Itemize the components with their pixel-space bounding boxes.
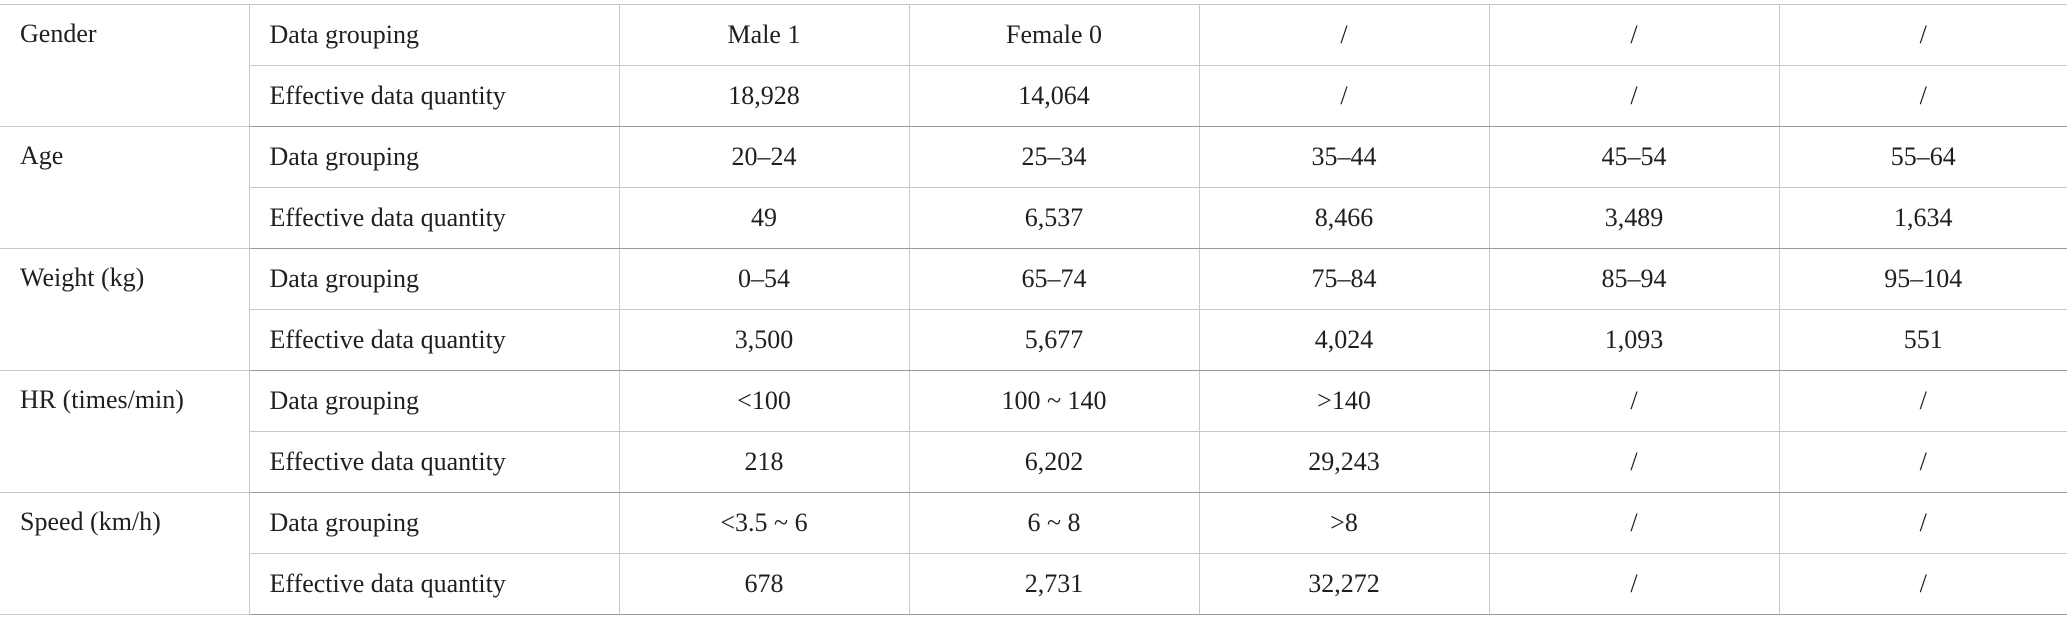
quantity-cell: 4,024 [1198,309,1490,371]
grouping-cell: 45–54 [1488,126,1780,188]
table-row: Effective data quantity 218 6,202 29,243… [0,431,2067,493]
quantity-cell: / [1778,431,2067,493]
quantity-cell: 29,243 [1198,431,1490,493]
grouping-cell: 25–34 [908,126,1200,188]
grouping-cell: / [1778,4,2067,66]
row-label: Data grouping [248,492,620,554]
grouping-cell: <3.5 ~ 6 [618,492,910,554]
quantity-cell: / [1778,553,2067,615]
grouping-cell: 20–24 [618,126,910,188]
grouping-cell: <100 [618,370,910,432]
grouping-cell: Female 0 [908,4,1200,66]
row-label: Data grouping [248,4,620,66]
quantity-cell: 8,466 [1198,187,1490,249]
grouping-cell: >140 [1198,370,1490,432]
grouping-cell: 65–74 [908,248,1200,310]
grouping-cell: / [1778,492,2067,554]
row-label: Effective data quantity [249,309,620,371]
table-row: Effective data quantity 49 6,537 8,466 3… [0,187,2067,249]
row-label: Data grouping [248,126,620,188]
quantity-cell: 32,272 [1198,553,1490,615]
quantity-cell: / [1488,553,1780,615]
category-cell: Speed (km/h) [0,492,250,615]
grouping-cell: / [1488,4,1780,66]
grouping-cell: >8 [1198,492,1490,554]
table-row: Age Data grouping 20–24 25–34 35–44 45–5… [0,126,2067,249]
data-distribution-table: Gender Data grouping Male 1 Female 0 / /… [0,4,2067,615]
grouping-cell: 95–104 [1778,248,2067,310]
quantity-cell: 678 [618,553,910,615]
grouping-cell: 6 ~ 8 [908,492,1200,554]
quantity-cell: 1,093 [1488,309,1780,371]
row-label: Effective data quantity [249,431,620,493]
table-row: Gender Data grouping Male 1 Female 0 / /… [0,4,2067,127]
table-row: Weight (kg) Data grouping 0–54 65–74 75–… [0,248,2067,371]
data-table-container: Gender Data grouping Male 1 Female 0 / /… [0,4,2067,615]
quantity-cell: 218 [618,431,910,493]
row-label: Data grouping [248,248,620,310]
grouping-cell: 55–64 [1778,126,2067,188]
quantity-cell: / [1488,65,1780,127]
grouping-cell: / [1778,370,2067,432]
quantity-cell: 14,064 [908,65,1200,127]
quantity-cell: / [1778,65,2067,127]
grouping-cell: Male 1 [618,4,910,66]
category-cell: HR (times/min) [0,370,250,493]
grouping-cell: 100 ~ 140 [908,370,1200,432]
table-row: Effective data quantity 18,928 14,064 / … [0,65,2067,127]
category-cell: Weight (kg) [0,248,250,371]
table-row: Speed (km/h) Data grouping <3.5 ~ 6 6 ~ … [0,492,2067,615]
grouping-cell: 35–44 [1198,126,1490,188]
category-cell: Age [0,126,250,249]
table-row: Effective data quantity 678 2,731 32,272… [0,553,2067,615]
quantity-cell: 551 [1778,309,2067,371]
table-row: HR (times/min) Data grouping <100 100 ~ … [0,370,2067,493]
row-label: Effective data quantity [249,65,620,127]
quantity-cell: / [1198,65,1490,127]
grouping-cell: 0–54 [618,248,910,310]
quantity-cell: 2,731 [908,553,1200,615]
row-label: Effective data quantity [249,187,620,249]
quantity-cell: 3,489 [1488,187,1780,249]
table-row: Effective data quantity 3,500 5,677 4,02… [0,309,2067,371]
quantity-cell: 6,202 [908,431,1200,493]
grouping-cell: 75–84 [1198,248,1490,310]
quantity-cell: / [1488,431,1780,493]
grouping-cell: / [1488,492,1780,554]
grouping-cell: / [1198,4,1490,66]
grouping-cell: / [1488,370,1780,432]
grouping-cell: 85–94 [1488,248,1780,310]
row-label: Effective data quantity [249,553,620,615]
quantity-cell: 5,677 [908,309,1200,371]
quantity-cell: 1,634 [1778,187,2067,249]
category-cell: Gender [0,4,250,127]
row-label: Data grouping [248,370,620,432]
quantity-cell: 3,500 [618,309,910,371]
quantity-cell: 18,928 [618,65,910,127]
quantity-cell: 49 [618,187,910,249]
quantity-cell: 6,537 [908,187,1200,249]
